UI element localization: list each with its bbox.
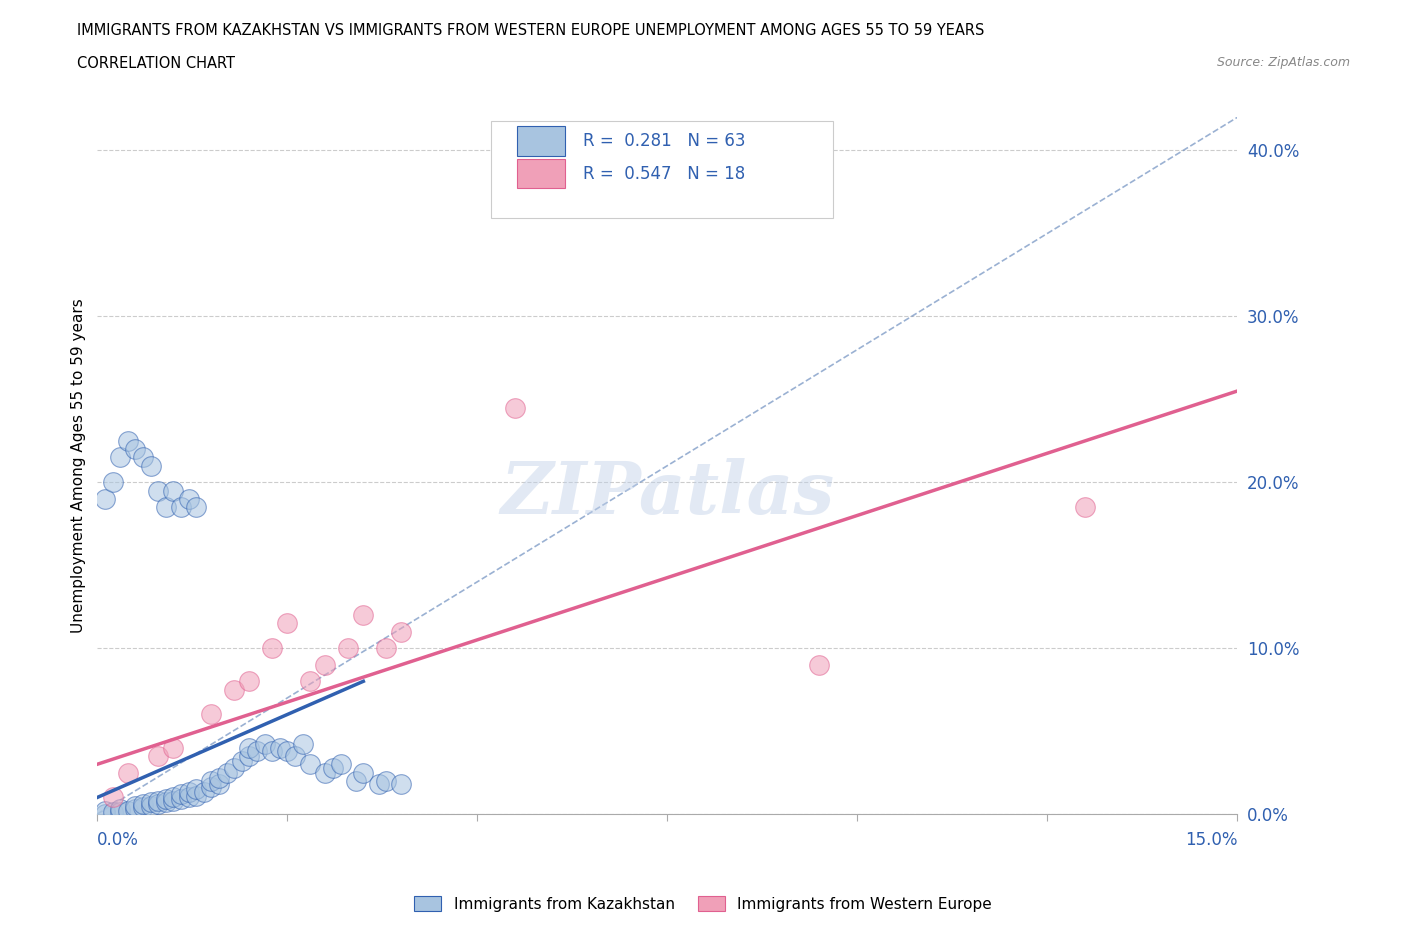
Text: 0.0%: 0.0% — [97, 831, 139, 849]
Point — [146, 483, 169, 498]
Point — [262, 641, 284, 656]
Text: CORRELATION CHART: CORRELATION CHART — [77, 56, 235, 71]
Point — [238, 674, 260, 689]
Point — [262, 743, 284, 758]
Text: ZIPatlas: ZIPatlas — [501, 458, 834, 529]
Point — [193, 785, 215, 800]
Point — [132, 450, 155, 465]
Point — [329, 757, 352, 772]
Point — [139, 798, 162, 813]
Y-axis label: Unemployment Among Ages 55 to 59 years: Unemployment Among Ages 55 to 59 years — [72, 299, 86, 633]
Point — [162, 793, 184, 808]
Point — [117, 804, 139, 818]
Point — [337, 641, 360, 656]
Point — [322, 760, 344, 775]
Point — [215, 765, 238, 780]
Point — [284, 749, 307, 764]
Point — [162, 740, 184, 755]
Point — [108, 804, 131, 819]
Point — [94, 491, 117, 506]
Point — [94, 806, 117, 821]
Text: R =  0.281   N = 63: R = 0.281 N = 63 — [583, 132, 745, 150]
Point — [162, 790, 184, 804]
Text: Source: ZipAtlas.com: Source: ZipAtlas.com — [1216, 56, 1350, 69]
Point — [238, 749, 260, 764]
Point — [124, 798, 146, 813]
Point — [124, 802, 146, 817]
Point — [200, 780, 222, 795]
Point — [132, 797, 155, 812]
Point — [177, 790, 200, 804]
Point — [117, 433, 139, 448]
Point — [367, 777, 389, 791]
Text: R =  0.547   N = 18: R = 0.547 N = 18 — [583, 165, 745, 182]
Point — [155, 791, 177, 806]
Point — [132, 800, 155, 815]
Point — [299, 674, 322, 689]
Point — [186, 789, 208, 804]
Point — [344, 774, 367, 789]
Point — [231, 753, 253, 768]
Point — [352, 607, 374, 622]
Point — [146, 797, 169, 812]
Point — [139, 458, 162, 473]
Point — [276, 743, 298, 758]
Legend: Immigrants from Kazakhstan, Immigrants from Western Europe: Immigrants from Kazakhstan, Immigrants f… — [408, 889, 998, 918]
Point — [101, 790, 124, 804]
Text: 15.0%: 15.0% — [1185, 831, 1237, 849]
FancyBboxPatch shape — [517, 126, 565, 155]
Point — [276, 616, 298, 631]
Point — [299, 757, 322, 772]
Point — [186, 499, 208, 514]
Point — [200, 707, 222, 722]
Point — [101, 475, 124, 490]
FancyBboxPatch shape — [491, 121, 832, 219]
Point — [146, 749, 169, 764]
Text: IMMIGRANTS FROM KAZAKHSTAN VS IMMIGRANTS FROM WESTERN EUROPE UNEMPLOYMENT AMONG : IMMIGRANTS FROM KAZAKHSTAN VS IMMIGRANTS… — [77, 23, 984, 38]
Point — [155, 795, 177, 810]
Point — [808, 658, 831, 672]
Point — [208, 777, 231, 791]
Point — [186, 782, 208, 797]
Point — [253, 737, 276, 751]
Point — [177, 785, 200, 800]
Point — [238, 740, 260, 755]
Point — [1074, 499, 1097, 514]
Point — [375, 774, 398, 789]
Point — [108, 802, 131, 817]
Point — [162, 483, 184, 498]
Point — [146, 793, 169, 808]
Point — [389, 624, 412, 639]
Point — [170, 791, 193, 806]
Point — [101, 804, 124, 819]
Point — [177, 491, 200, 506]
Point — [269, 740, 291, 755]
Point — [291, 737, 314, 751]
Point — [170, 787, 193, 802]
Point — [124, 442, 146, 457]
Point — [94, 804, 117, 818]
Point — [170, 499, 193, 514]
Point — [224, 682, 246, 697]
Point — [314, 765, 336, 780]
Point — [314, 658, 336, 672]
Point — [375, 641, 398, 656]
Point — [505, 400, 527, 415]
Point — [155, 499, 177, 514]
Point — [200, 774, 222, 789]
Point — [117, 765, 139, 780]
Point — [389, 777, 412, 791]
Point — [108, 450, 131, 465]
Point — [246, 743, 269, 758]
Point — [352, 765, 374, 780]
FancyBboxPatch shape — [517, 159, 565, 189]
Point — [139, 795, 162, 810]
Point — [208, 770, 231, 785]
Point — [224, 760, 246, 775]
